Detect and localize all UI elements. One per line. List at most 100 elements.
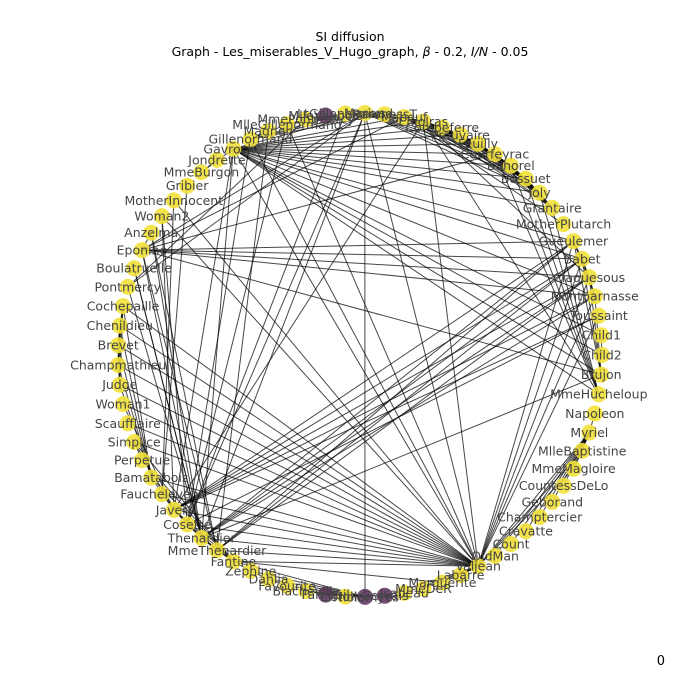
node-label: Gavroche xyxy=(203,141,263,156)
subtitle-ratio-value: - 0.05 xyxy=(488,44,528,59)
graph-edge xyxy=(232,148,479,567)
node-zephine xyxy=(242,562,259,579)
node-label: Joly xyxy=(527,185,551,200)
graph-edge xyxy=(233,148,602,336)
graph-edge xyxy=(201,374,602,539)
graph-edge xyxy=(477,315,600,567)
node-label: Feuilly xyxy=(458,136,499,151)
node-fantine xyxy=(225,553,242,570)
node-mmepontmercy xyxy=(298,111,314,128)
graph-edge xyxy=(141,153,496,251)
node-bahorel xyxy=(502,157,519,174)
node-babet xyxy=(574,250,591,267)
graph-edge xyxy=(201,258,583,539)
graph-edge xyxy=(233,148,583,260)
graph-edge xyxy=(494,432,590,557)
graph-edge xyxy=(201,240,574,539)
graph-edge xyxy=(122,306,152,478)
graph-edge xyxy=(134,441,479,567)
graph-edge xyxy=(233,148,553,209)
graph-edge xyxy=(122,403,479,567)
graph-edge xyxy=(233,148,574,242)
graph-edge xyxy=(141,249,602,376)
graph-edge xyxy=(186,112,366,525)
graph-edge xyxy=(233,148,603,356)
node-champtercier xyxy=(531,509,548,526)
node-joly xyxy=(531,184,548,201)
node-label: Woman2 xyxy=(134,209,189,224)
node-label: BaronessT xyxy=(352,107,417,122)
graph-edge xyxy=(422,121,590,278)
node-thenardier xyxy=(193,530,210,546)
graph-edge xyxy=(161,185,188,495)
node-mmehucheloup xyxy=(590,386,607,403)
node-label: Thenardier xyxy=(167,531,237,546)
subtitle-graph-name: Graph - Les_miserables_V_Hugo_graph, xyxy=(172,44,423,59)
graph-edge xyxy=(403,116,564,225)
node-mllebaptistine xyxy=(574,442,591,459)
node-label: Bamatabois xyxy=(114,470,188,485)
graph-edge xyxy=(119,325,152,478)
graph-edge xyxy=(161,493,479,567)
figure-title: SI diffusion xyxy=(315,29,384,44)
graph-edge xyxy=(122,305,479,567)
graph-edge xyxy=(477,432,590,567)
graph-edge xyxy=(173,295,596,511)
node-label: MlleGillenormand xyxy=(232,117,341,132)
node-eponine xyxy=(133,242,150,259)
node-montparnasse xyxy=(586,288,603,305)
graph-edge xyxy=(133,268,203,539)
node-dahlia xyxy=(260,571,277,588)
graph-edge xyxy=(233,143,479,150)
node-label: Toussaint xyxy=(569,308,628,323)
node-label: Woman1 xyxy=(96,397,151,412)
node-label: Cochepaille xyxy=(87,299,160,314)
node-label: Child2 xyxy=(582,347,621,362)
graph-edge xyxy=(117,344,479,567)
graph-edge xyxy=(233,148,511,167)
node-valjean xyxy=(470,558,487,575)
node-prouvaire xyxy=(452,126,469,143)
node-label: Boulatruelle xyxy=(96,261,172,276)
graph-edge xyxy=(525,178,600,395)
node-gillenormand xyxy=(242,131,259,148)
node-label: MlleBaptistine xyxy=(538,443,627,458)
graph-edge xyxy=(173,315,600,511)
node-label: Myriel xyxy=(570,425,608,440)
node-fauchelevent xyxy=(154,486,170,503)
graph-edge xyxy=(173,240,574,511)
graph-edge xyxy=(150,232,218,551)
node-combeferre xyxy=(434,119,451,136)
node-child2 xyxy=(594,346,610,363)
node-label: MmeHucheloup xyxy=(550,387,648,402)
node-label: Montparnasse xyxy=(551,289,639,304)
graph-edge xyxy=(141,112,366,251)
graph-edge xyxy=(422,121,600,395)
node-label: Perpetue xyxy=(114,453,170,468)
node-label: Grantaire xyxy=(523,200,582,215)
graph-edge xyxy=(233,134,461,150)
node-label: Anzelma xyxy=(124,225,178,240)
node-brujon xyxy=(593,366,610,383)
node-label: Enjolras xyxy=(398,114,448,129)
node-bossuet xyxy=(517,170,534,187)
node-label: Brevet xyxy=(98,338,139,353)
node-label: Gillenormand xyxy=(209,132,293,147)
node-favourite xyxy=(279,577,296,594)
graph-edge xyxy=(233,148,526,180)
subtitle-ratio-symbol: I/N xyxy=(471,44,489,59)
node-brevet xyxy=(110,337,127,354)
node-label: Prouvaire xyxy=(431,127,490,142)
subtitle-beta-value: - 0.2, xyxy=(431,44,471,59)
node-label: Child1 xyxy=(581,328,620,343)
graph-edge xyxy=(422,121,479,567)
node-label: Labarre xyxy=(437,568,485,583)
graph-edge xyxy=(233,148,495,155)
node-label: Geborand xyxy=(521,494,583,509)
figure-subtitle: Graph - Les_miserables_V_Hugo_graph, β -… xyxy=(172,44,529,59)
graph-edge xyxy=(364,112,479,567)
node-label: Gueulemer xyxy=(539,234,609,249)
graph-edge xyxy=(141,249,583,260)
graph-edge xyxy=(141,249,590,278)
